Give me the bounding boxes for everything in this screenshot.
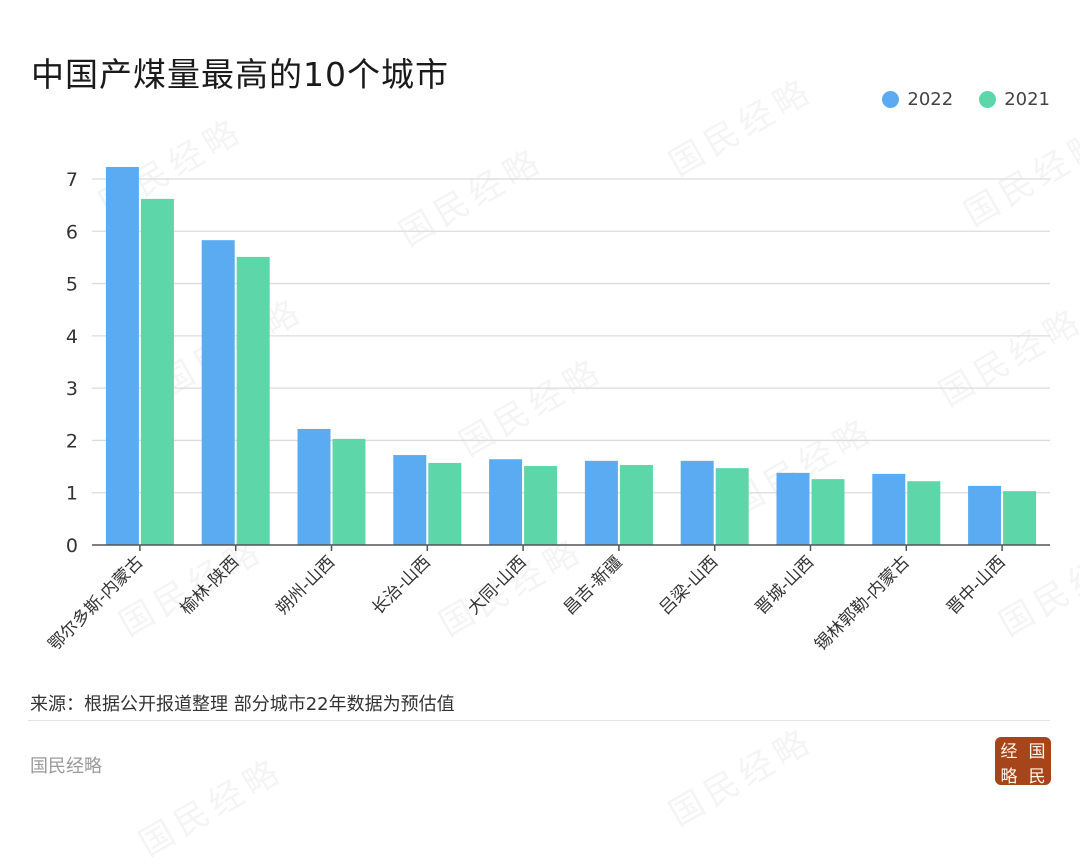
- x-tick-label: 大同-山西: [464, 552, 531, 619]
- legend-label: 2021: [1004, 89, 1050, 110]
- footer-divider: [28, 720, 1050, 721]
- bar-2022[interactable]: 朔州-山西 2022: 2.22: [297, 428, 331, 545]
- seal-char: 经: [1000, 742, 1018, 762]
- legend-dot-icon: [979, 91, 997, 108]
- bar-2021[interactable]: 鄂尔多斯-内蒙古 2021: 6.62: [140, 198, 174, 545]
- legend-dot-icon: [882, 91, 900, 108]
- bar-2022[interactable]: 晋中-山西 2022: 1.13: [968, 485, 1002, 545]
- x-tick-label: 榆林-陕西: [177, 552, 244, 619]
- brand-name: 国民经略: [30, 756, 102, 777]
- y-tick-label: 4: [66, 326, 78, 348]
- bar-2022[interactable]: 昌吉-新疆 2022: 1.61: [584, 460, 618, 545]
- x-tick-label: 长治-山西: [368, 552, 435, 619]
- legend-item-2021[interactable]: 2021: [979, 89, 1050, 110]
- bar-2022[interactable]: 吕梁-山西 2022: 1.61: [680, 460, 714, 545]
- bar-2021[interactable]: 吕梁-山西 2021: 1.47: [715, 468, 749, 545]
- brand-seal-logo: 经 国 略 民: [995, 737, 1051, 787]
- x-tick-label: 鄂尔多斯-内蒙古: [45, 552, 148, 655]
- bar-2021[interactable]: 晋中-山西 2021: 1.03: [1003, 491, 1037, 545]
- x-tick-label: 昌吉-新疆: [560, 552, 627, 619]
- y-tick-label: 1: [66, 483, 78, 505]
- y-tick-label: 3: [66, 378, 78, 400]
- bar-2022[interactable]: 鄂尔多斯-内蒙古 2022: 7.23: [105, 166, 139, 545]
- y-tick-label: 7: [66, 169, 78, 191]
- x-tick-label: 锡林郭勒-内蒙古: [811, 552, 914, 655]
- x-tick-label: 吕梁-山西: [656, 552, 723, 619]
- x-tick-label: 晋城-山西: [751, 552, 818, 619]
- bar-2022[interactable]: 大同-山西 2022: 1.64: [489, 459, 523, 545]
- watermark: 国民经略: [658, 713, 821, 835]
- bar-2021[interactable]: 锡林郭勒-内蒙古 2021: 1.22: [907, 481, 941, 545]
- seal-char: 略: [1000, 767, 1018, 787]
- bar-2021[interactable]: 朔州-山西 2021: 2.03: [332, 438, 366, 545]
- bar-2021[interactable]: 晋城-山西 2021: 1.26: [811, 479, 845, 545]
- bar-2022[interactable]: 榆林-陕西 2022: 5.83: [201, 240, 235, 545]
- bar-2022[interactable]: 长治-山西 2022: 1.72: [393, 455, 427, 545]
- bar-2021[interactable]: 榆林-陕西 2021: 5.51: [236, 256, 270, 545]
- watermark: 国民经略: [128, 743, 291, 865]
- bar-2022[interactable]: 锡林郭勒-内蒙古 2022: 1.36: [872, 473, 906, 545]
- y-tick-label: 6: [66, 221, 78, 243]
- seal-char: 民: [1028, 767, 1046, 787]
- bar-2022[interactable]: 晋城-山西 2022: 1.38: [776, 472, 810, 545]
- x-tick-label: 晋中-山西: [943, 552, 1010, 619]
- y-tick-label: 0: [66, 535, 78, 557]
- source-note: 来源：根据公开报道整理 部分城市22年数据为预估值: [30, 694, 455, 715]
- legend: 2022 2021: [882, 89, 1050, 110]
- legend-label: 2022: [907, 89, 954, 110]
- legend-item-2022[interactable]: 2022: [882, 89, 953, 110]
- bar-2021[interactable]: 长治-山西 2021: 1.57: [428, 462, 462, 545]
- x-tick-label: 朔州-山西: [272, 552, 339, 619]
- y-tick-label: 5: [66, 274, 78, 296]
- seal-char: 国: [1028, 742, 1046, 762]
- bar-2021[interactable]: 大同-山西 2021: 1.51: [524, 466, 558, 545]
- y-tick-label: 2: [66, 430, 78, 452]
- chart-title: 中国产煤量最高的10个城市: [31, 55, 449, 95]
- bar-chart: 0 1 2 3 4 5 6 7 鄂尔多斯-内蒙古 2022: 7.23鄂尔多斯-内蒙古 2021…: [45, 166, 1050, 655]
- bar-2021[interactable]: 昌吉-新疆 2021: 1.53: [619, 465, 653, 545]
